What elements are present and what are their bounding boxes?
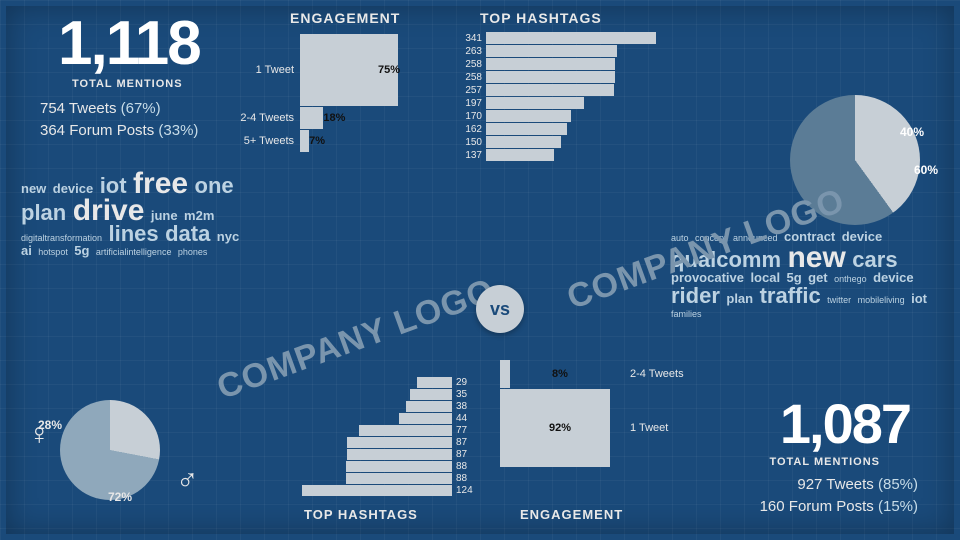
cloud-word: onthego — [833, 275, 868, 283]
cloud-word: digitaltransformation — [20, 234, 103, 242]
hashtag-bottom-row: 44 — [288, 413, 478, 424]
cloud-word: twitter — [826, 296, 852, 304]
engagement-title-bottom: ENGAGEMENT — [520, 507, 623, 522]
engagement-title-top: ENGAGEMENT — [290, 10, 400, 26]
hashtag-top-row: 263 — [460, 45, 670, 57]
cloud-word: device — [872, 272, 914, 284]
hashtags-chart-top: 341263258258257197170162150137 — [460, 32, 670, 162]
cloud-word: new — [20, 183, 47, 195]
cloud-word: free — [132, 170, 189, 197]
pie-left-label-72: 72% — [108, 490, 132, 504]
cloud-word: plan — [20, 203, 67, 223]
hashtags-chart-bottom: 293538447787878888124 — [288, 376, 478, 496]
cloud-word: ai — [20, 245, 33, 257]
hashtag-bottom-row: 38 — [288, 401, 478, 412]
cloud-word: cars — [851, 250, 898, 270]
cloud-word: families — [670, 310, 703, 318]
cloud-word: rider — [670, 286, 721, 306]
cloud-word: m2m — [183, 210, 215, 222]
hashtag-top-row: 257 — [460, 84, 670, 96]
total-mentions-number-right: 1,087 — [780, 391, 910, 456]
hashtag-bottom-row: 77 — [288, 425, 478, 436]
word-cloud-left: new device iot free one plan drive june … — [20, 170, 250, 320]
hashtag-bottom-row: 87 — [288, 437, 478, 448]
hashtag-top-row: 162 — [460, 123, 670, 135]
pie-left-label-28: 28% — [38, 418, 62, 432]
engagement-chart-bottom: 8%2-4 Tweets92%1 Tweet — [500, 360, 720, 468]
hashtag-top-row: 137 — [460, 149, 670, 161]
engagement-top-row: 2-4 Tweets18% — [240, 107, 430, 129]
cloud-word: device — [841, 231, 883, 243]
total-mentions-number-left: 1,118 — [58, 8, 200, 79]
cloud-word: lines — [108, 224, 160, 244]
hashtag-bottom-row: 35 — [288, 389, 478, 400]
hashtags-title-top: TOP HASHTAGS — [480, 10, 602, 26]
engagement-top-row: 1 Tweet75% — [240, 34, 430, 106]
hashtag-bottom-row: 87 — [288, 449, 478, 460]
pie-right-label-60: 60% — [914, 163, 938, 177]
total-mentions-label-right: TOTAL MENTIONS — [769, 456, 880, 468]
hashtag-top-row: 170 — [460, 110, 670, 122]
male-icon: ♂ — [176, 464, 199, 498]
cloud-word: drive — [72, 197, 146, 224]
vs-badge: vs — [476, 285, 524, 333]
breakdown-right: 927 Tweets (85%) 160 Forum Posts (15%) — [760, 474, 918, 518]
cloud-word: plan — [725, 293, 754, 305]
engagement-chart-top: 1 Tweet75%2-4 Tweets18%5+ Tweets7% — [240, 34, 430, 153]
cloud-word: artificialintelligence — [95, 248, 173, 256]
engagement-top-row: 5+ Tweets7% — [240, 130, 430, 152]
cloud-word: traffic — [759, 286, 822, 306]
engagement-bottom-row: 8%2-4 Tweets — [500, 360, 720, 388]
hashtags-title-bottom: TOP HASHTAGS — [304, 507, 418, 522]
hashtag-top-row: 258 — [460, 71, 670, 83]
engagement-bottom-row: 92%1 Tweet — [500, 389, 720, 467]
cloud-word: iot — [910, 293, 928, 305]
hashtag-bottom-row: 29 — [288, 377, 478, 388]
cloud-word: june — [150, 210, 179, 222]
hashtag-top-row: 150 — [460, 136, 670, 148]
gender-pie-left: 28% 72% — [60, 400, 160, 500]
cloud-word: mobileliving — [857, 296, 906, 304]
cloud-word: device — [52, 183, 94, 195]
cloud-word: hotspot — [37, 248, 69, 256]
hashtag-bottom-row: 88 — [288, 461, 478, 472]
hashtag-top-row: 258 — [460, 58, 670, 70]
cloud-word: 5g — [73, 245, 90, 257]
cloud-word: new — [786, 244, 846, 271]
breakdown-left: 754 Tweets (67%) 364 Forum Posts (33%) — [40, 98, 198, 142]
cloud-word: iot — [99, 176, 128, 196]
cloud-word: phones — [177, 248, 209, 256]
hashtag-top-row: 341 — [460, 32, 670, 44]
hashtag-bottom-row: 124 — [288, 485, 478, 496]
cloud-word: one — [194, 176, 235, 196]
hashtag-top-row: 197 — [460, 97, 670, 109]
hashtag-bottom-row: 88 — [288, 473, 478, 484]
pie-right-label-40: 40% — [900, 125, 924, 139]
cloud-word: data — [164, 224, 211, 244]
cloud-word: nyc — [216, 231, 240, 243]
total-mentions-label-left: TOTAL MENTIONS — [72, 78, 183, 90]
